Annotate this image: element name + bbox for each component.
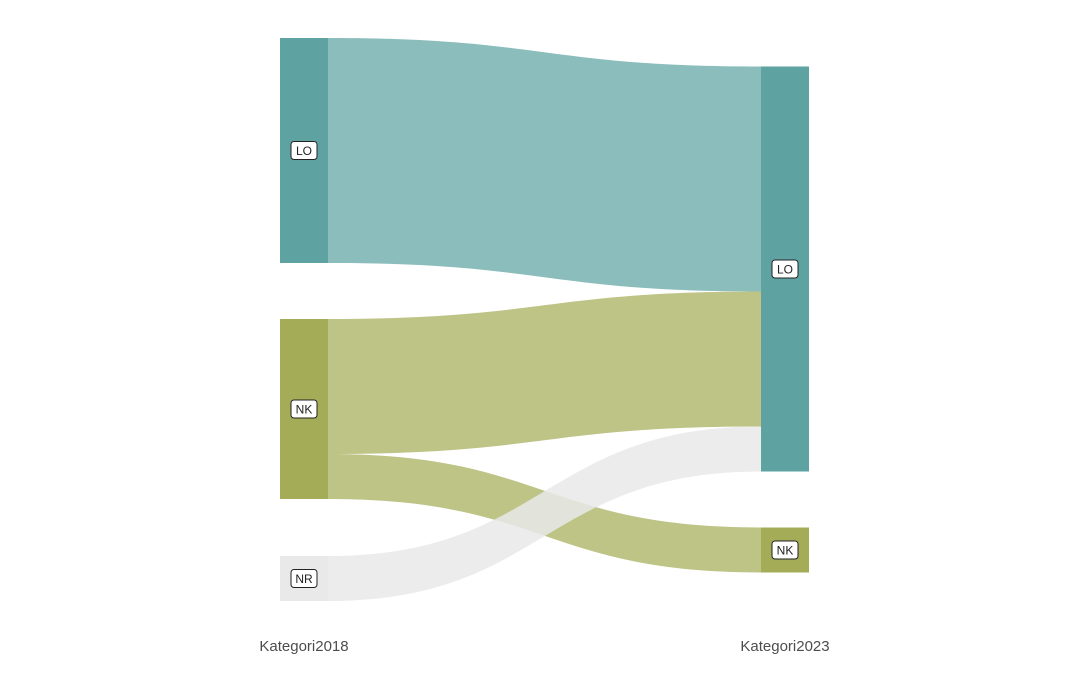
- axis-label-left: Kategori2018: [259, 638, 348, 655]
- node-label-text: NK: [777, 544, 794, 558]
- node-label-text: NK: [296, 403, 313, 417]
- labels-layer: LO NK NR LO NK: [290, 141, 799, 588]
- node-label-text: LO: [777, 263, 793, 277]
- flow-lo-to-lo: [328, 38, 761, 292]
- node-label-text: NR: [295, 572, 313, 586]
- node-label-text: LO: [296, 144, 312, 158]
- node-label-box: [290, 141, 318, 160]
- node-label-left-nr: NR: [290, 569, 318, 588]
- node-label-box: [771, 540, 799, 560]
- node-label-box: [771, 259, 799, 279]
- node-label-box: [290, 399, 318, 419]
- node-label-left-nk: NK: [290, 399, 318, 419]
- flow-nr-to-lo: [328, 426, 761, 601]
- axis-label-right: Kategori2023: [740, 638, 829, 655]
- node-label-right-lo: LO: [771, 259, 799, 279]
- node-label-left-lo: LO: [290, 141, 318, 160]
- flow-nk-to-lo: [328, 291, 761, 454]
- node-label-right-nk: NK: [771, 540, 799, 560]
- flows-layer: [328, 38, 761, 601]
- node-label-box: [290, 569, 318, 588]
